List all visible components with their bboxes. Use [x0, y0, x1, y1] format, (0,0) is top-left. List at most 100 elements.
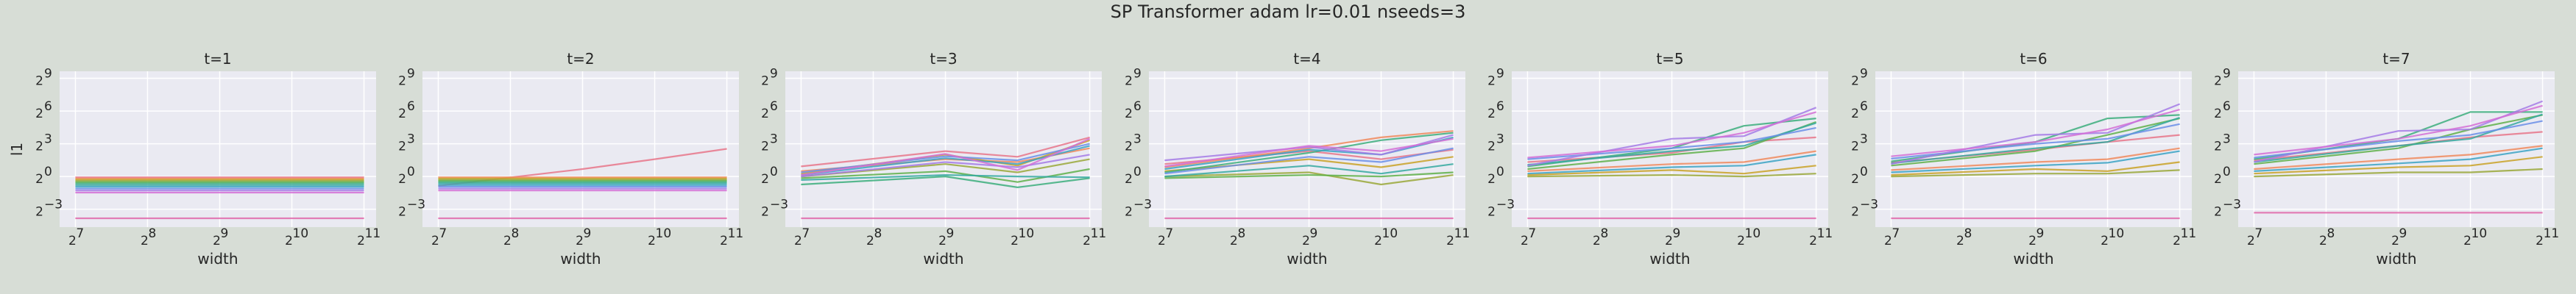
series-line	[2254, 145, 2543, 171]
series-line	[1891, 161, 2180, 176]
x-tick-exponent: 9	[221, 226, 229, 241]
series-line	[1527, 165, 1816, 176]
y-tick-label: 2	[398, 107, 406, 121]
y-tick-exponent: 6	[1133, 99, 1142, 114]
panel-title: t=4	[1293, 50, 1320, 68]
x-tick-label: 2	[1521, 234, 1529, 248]
y-tick-label: 2	[1851, 107, 1859, 121]
y-tick-label: 2	[1125, 74, 1133, 89]
y-tick-exponent: 3	[770, 132, 778, 147]
plot-area	[422, 71, 739, 227]
x-tick-label: 2	[1083, 234, 1091, 248]
y-tick-exponent: −3	[44, 198, 63, 212]
y-tick-label: 2	[1487, 172, 1496, 187]
x-tick-exponent: 8	[2326, 226, 2335, 241]
x-tick-exponent: 7	[76, 226, 84, 241]
x-tick-label: 2	[503, 234, 512, 248]
y-tick-exponent: 0	[1133, 165, 1142, 179]
y-tick-exponent: 6	[770, 99, 778, 114]
x-tick-exponent: 11	[365, 226, 381, 241]
y-tick-exponent: −3	[407, 198, 425, 212]
y-tick-label: 2	[1851, 205, 1859, 220]
x-axis-label: width	[2376, 250, 2416, 268]
x-tick-exponent: 7	[1892, 226, 1900, 241]
y-tick-exponent: −3	[1133, 198, 1152, 212]
y-tick-exponent: 6	[1860, 99, 1868, 114]
y-tick-exponent: 9	[770, 67, 778, 82]
series-line	[1164, 137, 1454, 168]
y-tick-label: 2	[1487, 140, 1496, 154]
x-tick-exponent: 8	[1600, 226, 1608, 241]
x-tick-exponent: 11	[2181, 226, 2197, 241]
x-tick-exponent: 9	[584, 226, 592, 241]
y-tick-exponent: 6	[2223, 99, 2231, 114]
x-tick-label: 2	[648, 234, 656, 248]
y-tick-label: 2	[1487, 107, 1496, 121]
x-tick-label: 2	[938, 234, 946, 248]
y-tick-label: 2	[1125, 140, 1133, 154]
x-tick-exponent: 10	[1382, 226, 1398, 241]
series-line	[2254, 104, 2543, 156]
x-tick-exponent: 7	[802, 226, 810, 241]
x-tick-label: 2	[1158, 234, 1166, 248]
x-tick-label: 2	[794, 234, 802, 248]
x-tick-label: 2	[285, 234, 293, 248]
x-tick-exponent: 10	[656, 226, 672, 241]
series-line	[801, 137, 1091, 176]
series-line	[801, 174, 1090, 181]
y-tick-label: 2	[35, 140, 43, 154]
x-tick-exponent: 7	[1528, 226, 1536, 241]
y-tick-label: 2	[398, 140, 406, 154]
x-tick-label: 2	[357, 234, 365, 248]
y-tick-exponent: 0	[770, 165, 778, 179]
y-tick-label: 2	[1125, 205, 1133, 220]
x-tick-exponent: 7	[2254, 226, 2262, 241]
x-tick-label: 2	[2247, 234, 2255, 248]
series-line	[1164, 130, 1454, 168]
y-tick-label: 2	[2214, 140, 2222, 154]
y-axis-label: l1	[8, 143, 26, 156]
y-tick-exponent: 6	[44, 99, 52, 114]
series-line	[1527, 150, 1816, 172]
series-line	[1891, 169, 2180, 178]
y-tick-exponent: 0	[407, 165, 415, 179]
x-tick-label: 2	[720, 234, 728, 248]
series-line	[1527, 173, 1816, 178]
panel-title: t=2	[567, 50, 594, 68]
x-tick-label: 2	[1956, 234, 1964, 248]
y-tick-label: 2	[761, 172, 769, 187]
x-tick-exponent: 8	[511, 226, 519, 241]
y-tick-exponent: 0	[1496, 165, 1504, 179]
x-tick-exponent: 11	[1454, 226, 1471, 241]
panel-title: t=5	[1656, 50, 1683, 68]
x-tick-exponent: 9	[1673, 226, 1681, 241]
x-tick-exponent: 11	[2544, 226, 2560, 241]
x-tick-label: 2	[1011, 234, 1019, 248]
x-tick-label: 2	[1593, 234, 1601, 248]
x-tick-label: 2	[2536, 234, 2544, 248]
series-line	[2254, 113, 2543, 163]
y-tick-label: 2	[1851, 140, 1859, 154]
y-tick-label: 2	[761, 107, 769, 121]
x-tick-exponent: 11	[728, 226, 744, 241]
y-tick-exponent: 3	[1860, 132, 1868, 147]
y-tick-exponent: −3	[2223, 198, 2241, 212]
y-tick-exponent: 3	[407, 132, 415, 147]
series-line	[1891, 109, 2180, 157]
series-line	[1891, 147, 2180, 171]
y-tick-exponent: 6	[407, 99, 415, 114]
y-tick-exponent: 0	[1860, 165, 1868, 179]
x-tick-label: 2	[1302, 234, 1310, 248]
x-tick-exponent: 8	[1237, 226, 1245, 241]
y-tick-exponent: −3	[770, 198, 788, 212]
series-line	[1891, 123, 2180, 159]
panel-title: t=1	[204, 50, 231, 68]
panel-title: t=6	[2020, 50, 2047, 68]
series-line	[1164, 171, 1454, 186]
y-tick-exponent: −3	[1496, 198, 1515, 212]
